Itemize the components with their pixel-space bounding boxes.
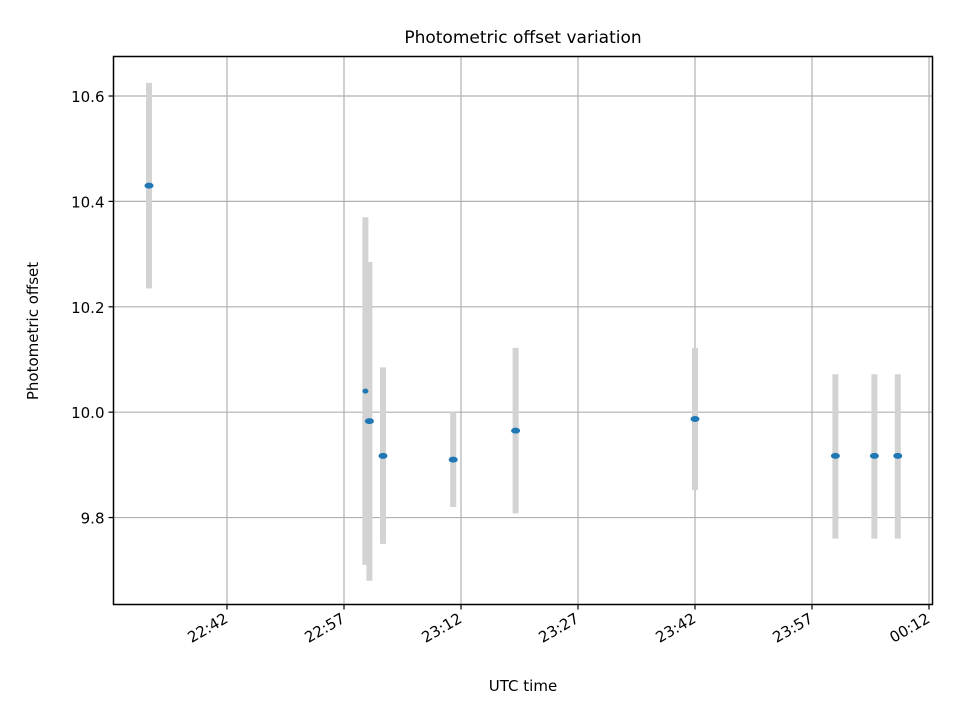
data-points	[144, 182, 903, 463]
error-bars	[146, 82, 901, 581]
x-tick-label: 22:57	[302, 609, 348, 646]
plot-frame	[112, 55, 934, 606]
data-point	[893, 452, 903, 459]
y-axis-label: Photometric offset	[24, 262, 42, 400]
y-tick-label: 9.8	[81, 510, 105, 528]
data-point	[144, 182, 154, 189]
x-axis-label: UTC time	[489, 677, 557, 695]
y-tick-label: 10.2	[71, 299, 104, 317]
x-tick-label: 00:12	[887, 609, 933, 646]
data-point	[830, 452, 840, 459]
y-tick-label: 10.4	[71, 193, 104, 211]
x-axis: 22:42 22:57 23:12 23:27 23:42 23:57 00:12	[185, 604, 933, 647]
x-tick-label: 23:27	[536, 609, 582, 646]
data-point	[690, 416, 700, 423]
x-tick-label: 23:57	[770, 609, 816, 646]
y-tick-label: 10.0	[71, 404, 104, 422]
data-point	[378, 452, 388, 459]
x-tick-label: 22:42	[185, 609, 231, 646]
data-point	[448, 456, 458, 463]
x-tick-label: 23:42	[653, 609, 699, 646]
grid-lines	[113, 56, 933, 605]
chart-title: Photometric offset variation	[404, 28, 641, 48]
data-point	[364, 418, 374, 425]
y-tick-label: 10.6	[71, 88, 104, 106]
y-axis: 9.8 10.0 10.2 10.4 10.6	[71, 88, 114, 528]
data-point	[869, 452, 879, 459]
x-tick-label: 23:12	[419, 609, 465, 646]
data-point	[362, 388, 369, 394]
data-point	[511, 427, 521, 434]
